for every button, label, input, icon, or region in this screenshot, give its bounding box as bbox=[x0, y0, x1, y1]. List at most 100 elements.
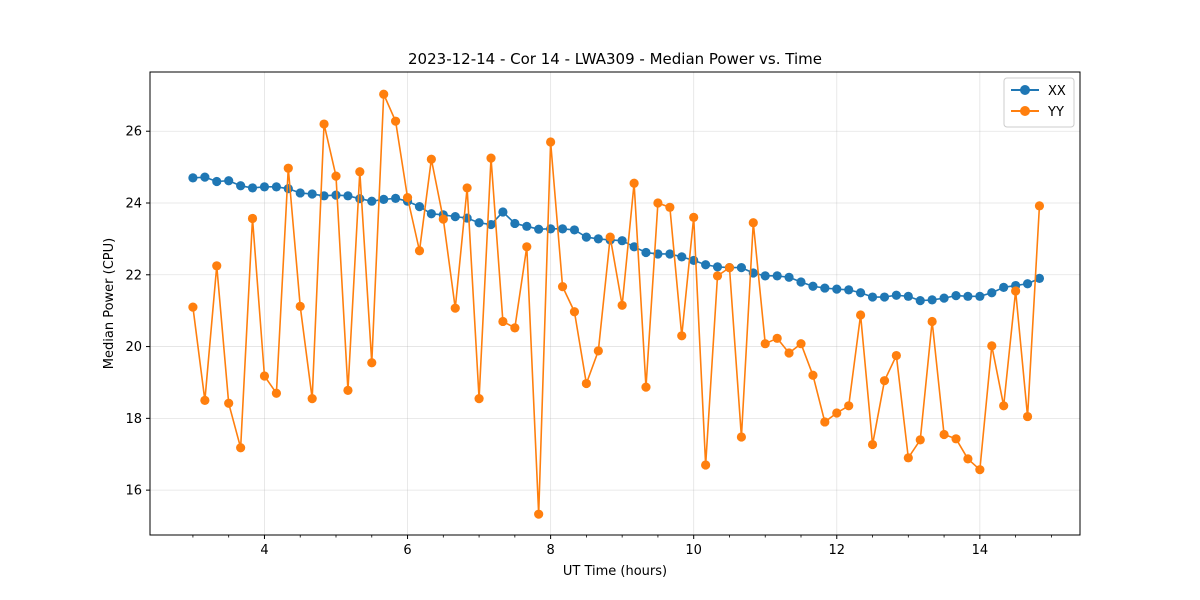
data-point-xx bbox=[915, 296, 925, 306]
data-point-xx bbox=[414, 201, 425, 212]
data-point-yy bbox=[331, 171, 341, 181]
y-tick-label: 24 bbox=[125, 197, 142, 212]
data-point-yy bbox=[522, 242, 532, 252]
data-point-yy bbox=[796, 339, 806, 349]
data-point-yy bbox=[975, 465, 985, 475]
data-point-yy bbox=[808, 370, 818, 380]
y-tick-label: 18 bbox=[125, 412, 142, 427]
legend-xx-marker bbox=[1020, 85, 1030, 95]
data-point-yy bbox=[605, 232, 615, 242]
data-point-xx bbox=[903, 291, 913, 301]
data-point-xx bbox=[224, 176, 234, 186]
data-point-yy bbox=[641, 382, 651, 392]
data-point-xx bbox=[259, 182, 270, 192]
data-point-xx bbox=[855, 288, 866, 298]
data-point-yy bbox=[867, 439, 878, 450]
data-point-yy bbox=[820, 417, 830, 427]
data-point-xx bbox=[355, 194, 365, 204]
data-point-xx bbox=[760, 271, 770, 281]
data-point-xx bbox=[844, 285, 854, 295]
data-point-xx bbox=[474, 218, 484, 228]
data-point-yy bbox=[724, 263, 735, 273]
y-tick-label: 20 bbox=[125, 340, 142, 355]
data-point-xx bbox=[677, 252, 687, 262]
data-point-yy bbox=[629, 178, 639, 188]
data-point-xx bbox=[510, 218, 520, 229]
data-point-yy bbox=[402, 193, 413, 203]
data-point-xx bbox=[390, 193, 401, 203]
x-axis-label: UT Time (hours) bbox=[563, 564, 667, 579]
data-point-yy bbox=[283, 163, 293, 173]
data-point-yy bbox=[367, 358, 377, 368]
data-point-xx bbox=[450, 212, 460, 222]
data-point-yy bbox=[951, 434, 961, 444]
axis-ticks: 4 6 8 10 12 14 16 18 20 22 24 26 bbox=[125, 125, 1052, 558]
data-point-xx bbox=[200, 172, 210, 182]
data-point-yy bbox=[271, 388, 282, 398]
data-point-xx bbox=[832, 284, 842, 294]
data-point-xx bbox=[891, 290, 901, 300]
y-tick-label: 16 bbox=[125, 484, 142, 499]
data-point-yy bbox=[939, 429, 949, 440]
data-point-yy bbox=[212, 261, 222, 271]
data-point-yy bbox=[188, 302, 198, 312]
legend: XX YY bbox=[1003, 77, 1075, 128]
data-point-xx bbox=[581, 232, 591, 242]
data-point-yy bbox=[1011, 286, 1021, 296]
data-point-yy bbox=[689, 212, 699, 222]
x-tick-label: 14 bbox=[972, 543, 989, 558]
data-point-yy bbox=[844, 401, 854, 411]
data-point-xx bbox=[1034, 273, 1045, 283]
data-point-xx bbox=[867, 292, 878, 302]
data-point-yy bbox=[295, 301, 305, 311]
legend-yy-marker bbox=[1020, 106, 1030, 116]
data-point-yy bbox=[224, 398, 234, 408]
series-yy bbox=[188, 89, 1045, 519]
data-point-yy bbox=[1034, 201, 1045, 211]
data-point-yy bbox=[677, 331, 687, 341]
data-point-yy bbox=[927, 316, 937, 327]
legend-yy-label: YY bbox=[1047, 105, 1064, 120]
x-tick-label: 12 bbox=[828, 543, 845, 558]
data-point-yy bbox=[343, 385, 353, 395]
data-point-yy bbox=[879, 376, 890, 386]
data-point-xx bbox=[534, 224, 544, 234]
data-point-xx bbox=[331, 190, 341, 200]
data-point-yy bbox=[665, 202, 675, 212]
data-point-xx bbox=[999, 282, 1009, 292]
data-point-xx bbox=[271, 182, 282, 192]
data-point-yy bbox=[891, 350, 901, 361]
data-point-xx bbox=[569, 225, 580, 235]
plot-frame bbox=[149, 71, 1081, 536]
data-point-xx bbox=[343, 191, 353, 201]
chart-title: 2023-12-14 - Cor 14 - LWA309 - Median Po… bbox=[408, 50, 822, 68]
data-point-xx bbox=[939, 293, 949, 303]
y-tick-label: 22 bbox=[125, 268, 142, 283]
data-point-yy bbox=[450, 303, 460, 313]
x-tick-label: 8 bbox=[546, 543, 554, 558]
data-point-xx bbox=[772, 271, 782, 281]
data-point-xx bbox=[796, 277, 806, 287]
data-point-yy bbox=[772, 333, 782, 343]
data-point-xx bbox=[283, 184, 293, 194]
data-point-xx bbox=[808, 281, 818, 291]
data-point-yy bbox=[486, 153, 496, 163]
data-point-yy bbox=[259, 371, 270, 381]
data-point-yy bbox=[1022, 411, 1033, 422]
data-point-xx bbox=[236, 181, 246, 191]
data-point-xx bbox=[617, 236, 627, 246]
data-point-yy bbox=[474, 394, 484, 404]
data-point-yy bbox=[355, 167, 365, 177]
data-point-xx bbox=[665, 249, 675, 259]
data-point-yy bbox=[963, 454, 973, 464]
data-point-xx bbox=[1022, 279, 1033, 289]
data-point-yy bbox=[915, 435, 925, 445]
data-point-xx bbox=[367, 196, 377, 206]
data-point-xx bbox=[712, 262, 723, 272]
data-point-xx bbox=[188, 173, 198, 183]
data-point-xx bbox=[987, 288, 997, 298]
data-point-yy bbox=[319, 119, 329, 129]
data-point-yy bbox=[581, 378, 591, 389]
data-point-xx bbox=[557, 224, 568, 234]
